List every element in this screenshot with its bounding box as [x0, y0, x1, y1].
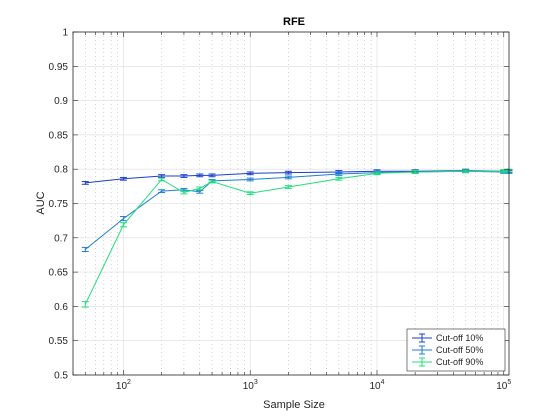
x-tick-label-base: 10 [369, 381, 381, 392]
x-tick-label-exponent: 5 [507, 379, 511, 386]
legend-label: Cut-off 50% [436, 345, 483, 355]
error-bar [180, 190, 188, 195]
y-tick-label: 0.85 [49, 130, 69, 141]
error-bar [246, 191, 254, 196]
legend-entry: Cut-off 50% [412, 345, 483, 355]
error-bar [158, 174, 166, 178]
x-tick-label-exponent: 3 [254, 379, 258, 386]
error-bar [180, 174, 188, 178]
y-axis-label: AUC [35, 191, 47, 214]
x-tick-label-base: 10 [116, 381, 128, 392]
x-tick-label-base: 10 [496, 381, 508, 392]
error-bar [208, 179, 216, 184]
y-tick-label: 0.65 [49, 268, 69, 279]
error-bar [284, 185, 292, 189]
y-tick-label: 0.9 [54, 96, 68, 107]
x-tick-label: 105 [496, 379, 511, 392]
x-tick-label: 103 [243, 379, 258, 392]
error-bar [411, 170, 419, 174]
chart-title: RFE [283, 16, 305, 28]
y-tick-label: 0.75 [49, 199, 69, 210]
series-line [85, 170, 509, 184]
error-bar [373, 171, 381, 176]
error-bar [81, 301, 89, 308]
x-tick-label: 102 [116, 379, 131, 392]
error-bar [119, 216, 127, 222]
y-tick-label: 0.5 [54, 371, 68, 382]
error-bar [335, 172, 343, 176]
error-bar [284, 175, 292, 180]
y-tick-label: 0.8 [54, 165, 68, 176]
error-bar [81, 246, 89, 253]
legend-entry: Cut-off 90% [412, 357, 483, 367]
y-tick-label: 0.6 [54, 302, 68, 313]
grid [72, 31, 509, 376]
x-tick-label: 104 [369, 379, 384, 392]
error-bar [500, 169, 508, 174]
error-bar [81, 181, 89, 185]
error-bar [335, 176, 343, 181]
x-tick-label-exponent: 4 [381, 379, 385, 386]
y-tick-label: 0.55 [49, 336, 69, 347]
error-bar [196, 186, 204, 191]
error-bar [196, 189, 204, 194]
series-line [84, 170, 510, 305]
error-bar [462, 169, 470, 174]
error-bar [119, 222, 127, 228]
legend-entry: Cut-off 10% [412, 333, 483, 343]
x-tick-label-base: 10 [243, 381, 255, 392]
error-bar [246, 177, 254, 182]
error-bar [246, 171, 254, 176]
plot-series [81, 168, 513, 308]
y-tick-label: 1 [62, 28, 68, 39]
x-tick-label-exponent: 2 [127, 379, 131, 386]
legend-label: Cut-off 10% [436, 333, 483, 343]
legend: Cut-off 10% Cut-off 50% Cut-off 90% [406, 328, 506, 372]
y-tick-label: 0.95 [49, 62, 69, 73]
error-bar [284, 170, 292, 175]
y-tick-label: 0.7 [54, 233, 68, 244]
error-bar [119, 176, 127, 181]
error-bar [196, 173, 204, 178]
error-bar [158, 189, 166, 194]
error-bar [208, 173, 216, 178]
x-axis-label: Sample Size [263, 399, 325, 411]
legend-label: Cut-off 90% [436, 357, 483, 367]
error-bar [158, 177, 166, 182]
